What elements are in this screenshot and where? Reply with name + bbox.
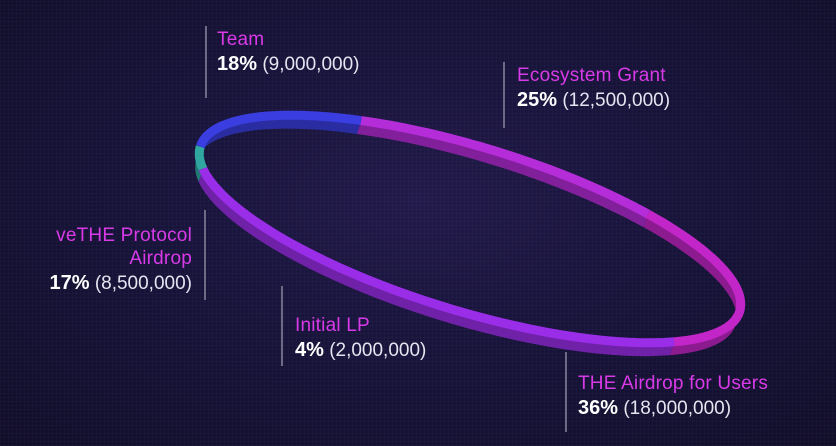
team-percent: 18% [217,53,258,75]
ring-segment-vethe-protocol-airdrop [196,110,362,149]
users-amount: (18,000,000) [623,398,732,419]
vethe-name-line1: veTHE Protocol [56,225,192,246]
vethe-percent: 17% [49,272,90,294]
team-amount: (9,000,000) [262,54,360,75]
ring-segment-initial-lp [194,145,208,171]
label-team: Team 18% (9,000,000) [217,28,360,78]
label-vethe-protocol-airdrop: veTHE Protocol Airdrop 17% (8,500,000) [6,224,193,297]
label-initial-lp: Initial LP 4% (2,000,000) [295,314,426,364]
team-name: Team [217,29,265,50]
vethe-amount: (8,500,000) [94,273,192,294]
vethe-value: 17% (8,500,000) [6,270,193,297]
users-leader-line [565,352,567,432]
eco-leader-line [503,62,505,128]
ring-segment-ecosystem-grant [645,210,746,347]
ring-segment-the-airdrop-for-users [198,166,675,348]
users-name: THE Airdrop for Users [578,373,769,394]
label-the-airdrop-for-users: THE Airdrop for Users 36% (18,000,000) [578,372,768,422]
users-value: 36% (18,000,000) [578,395,768,422]
ring-segment-team [360,116,651,218]
ring-segment-side-2 [198,168,675,357]
lp-value: 4% (2,000,000) [295,337,426,364]
eco-amount: (12,500,000) [562,90,671,111]
lp-name: Initial LP [295,315,370,336]
lp-percent: 4% [295,339,324,361]
lp-amount: (2,000,000) [329,340,427,361]
team-value: 18% (9,000,000) [217,51,360,78]
ring-segment-side-0 [357,120,648,228]
eco-value: 25% (12,500,000) [517,87,670,114]
label-ecosystem-grant: Ecosystem Grant 25% (12,500,000) [517,64,670,114]
ring-segment-side-4 [196,115,362,160]
users-percent: 36% [578,397,619,419]
vethe-leader-line [204,210,206,300]
vethe-name-line2: Airdrop [129,248,192,269]
lp-leader-line [281,286,283,366]
ring-segment-side-1 [643,214,741,356]
team-leader-line [205,26,207,98]
eco-percent: 25% [517,89,558,111]
eco-name: Ecosystem Grant [517,65,666,86]
